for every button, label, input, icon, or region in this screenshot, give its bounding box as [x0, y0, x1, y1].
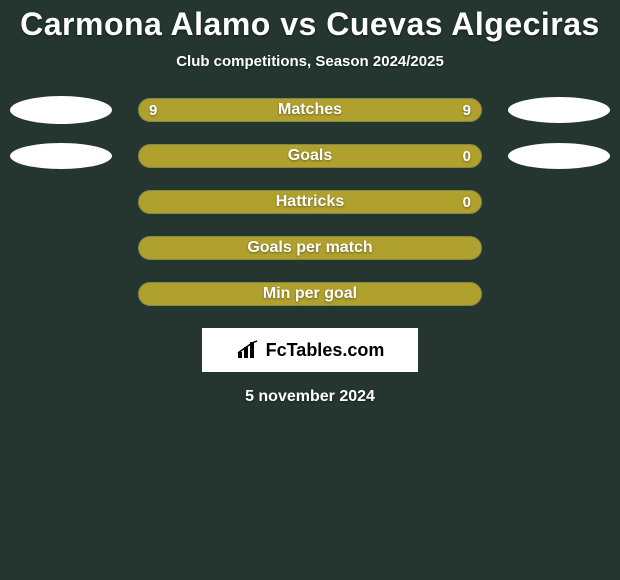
player-badge-left [10, 143, 112, 169]
source-text: FcTables.com [266, 340, 385, 361]
stat-bar: Goals per match [138, 236, 482, 260]
player-badge-left [10, 96, 112, 124]
stat-bar: 9 Matches 9 [138, 98, 482, 122]
date-label: 5 november 2024 [0, 388, 620, 406]
page-subtitle: Club competitions, Season 2024/2025 [0, 53, 620, 70]
comparison-infographic: Carmona Alamo vs Cuevas Algeciras Club c… [0, 0, 620, 580]
stat-value-right: 9 [463, 102, 471, 119]
stat-label: Min per goal [139, 285, 481, 303]
source-badge: FcTables.com [202, 328, 418, 372]
stat-bar: Goals 0 [138, 144, 482, 168]
stat-bar: Hattricks 0 [138, 190, 482, 214]
page-title: Carmona Alamo vs Cuevas Algeciras [0, 0, 620, 43]
stat-row: Min per goal [0, 282, 620, 306]
chart-icon [236, 340, 260, 360]
stat-row: Goals 0 [0, 144, 620, 168]
stat-value-right: 0 [463, 194, 471, 211]
stat-label: Matches [139, 101, 481, 119]
stat-label: Goals per match [139, 239, 481, 257]
player-badge-right [508, 143, 610, 169]
stat-rows: 9 Matches 9 Goals 0 Hattricks 0 [0, 98, 620, 306]
stat-row: Hattricks 0 [0, 190, 620, 214]
stat-bar: Min per goal [138, 282, 482, 306]
player-badge-right [508, 97, 610, 123]
stat-value-right: 0 [463, 148, 471, 165]
stat-row: Goals per match [0, 236, 620, 260]
stat-label: Hattricks [139, 193, 481, 211]
stat-label: Goals [139, 147, 481, 165]
stat-row: 9 Matches 9 [0, 98, 620, 122]
